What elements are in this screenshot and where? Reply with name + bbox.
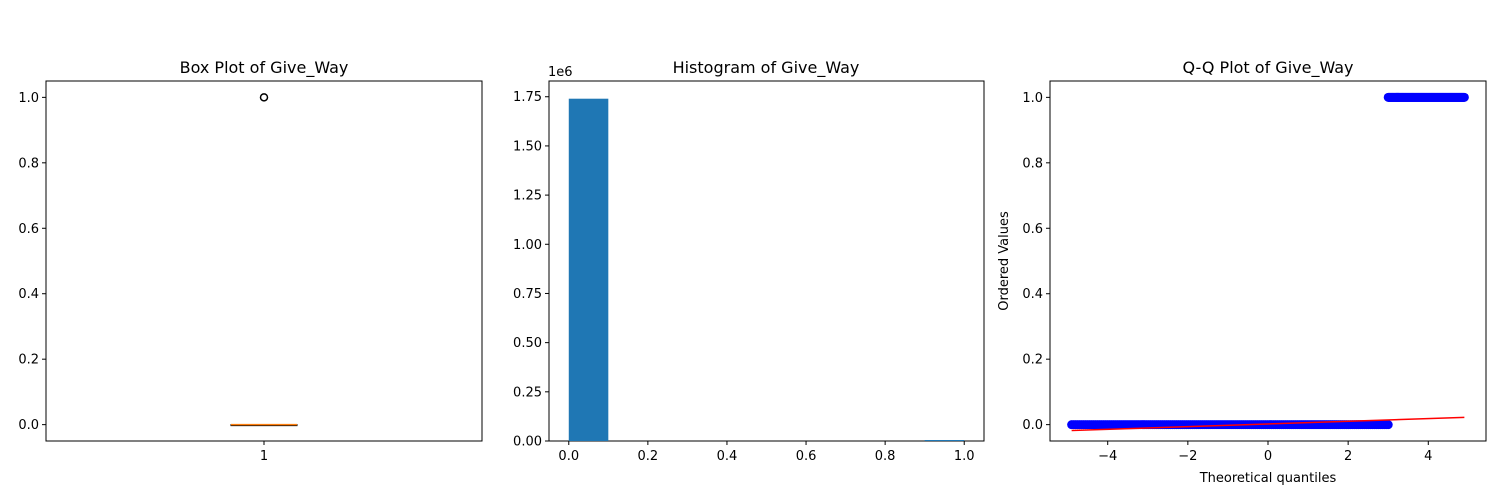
y-tick-label: 1.75 <box>513 90 542 105</box>
y-tick-label: 1.25 <box>513 189 542 204</box>
histogram-bars <box>568 98 965 441</box>
box-plot-marks <box>230 93 298 427</box>
x-tick-label: 1 <box>260 449 268 464</box>
x-tick-label: −2 <box>1178 449 1197 464</box>
histogram-panel: Histogram of Give_Way 1e6 0.000.250.500.… <box>513 58 985 464</box>
qq-plot-y-label: Ordered Values <box>997 211 1012 311</box>
y-tick-label: 0.6 <box>1022 222 1043 237</box>
histogram-offset-text: 1e6 <box>548 65 573 80</box>
y-tick-label: 0.2 <box>1022 353 1043 368</box>
y-tick-label: 0.00 <box>513 435 542 450</box>
x-tick-label: 0.2 <box>638 449 659 464</box>
y-tick-label: 0.75 <box>513 287 542 302</box>
y-tick-label: 0.0 <box>18 418 39 433</box>
y-tick-label: 0.2 <box>18 353 39 368</box>
y-tick-label: 1.00 <box>513 238 542 253</box>
x-tick-label: 0.8 <box>875 449 896 464</box>
box-plot-title: Box Plot of Give_Way <box>180 58 349 78</box>
y-tick-label: 1.0 <box>1022 91 1043 106</box>
box-plot-y-ticks: 0.0 0.2 0.4 0.6 0.8 1.0 <box>18 91 46 433</box>
x-tick-label: 0.4 <box>717 449 738 464</box>
qq-point <box>1383 420 1393 430</box>
y-tick-label: 0.6 <box>18 222 39 237</box>
histogram-title: Histogram of Give_Way <box>673 58 860 78</box>
box-plot-x-ticks: 1 <box>260 441 268 464</box>
qq-plot-marks <box>1067 92 1469 432</box>
x-tick-label: 2 <box>1344 449 1352 464</box>
histogram-x-ticks: 0.0 0.2 0.4 0.6 0.8 1.0 <box>558 441 975 464</box>
y-tick-label: 1.50 <box>513 139 542 154</box>
x-tick-label: 0.6 <box>796 449 817 464</box>
y-tick-label: 0.4 <box>18 287 39 302</box>
histogram-y-ticks: 0.00 0.25 0.50 0.75 1.00 1.25 1.50 1.75 <box>513 90 549 450</box>
y-tick-label: 0.25 <box>513 385 542 400</box>
y-tick-label: 0.50 <box>513 336 542 351</box>
y-tick-label: 0.8 <box>1022 156 1043 171</box>
histogram-bar <box>568 98 609 441</box>
y-tick-label: 0.8 <box>18 156 39 171</box>
box-outlier-point <box>259 93 269 102</box>
x-tick-label: −4 <box>1098 449 1117 464</box>
x-tick-label: 0.0 <box>558 449 579 464</box>
histogram-bar <box>924 440 965 441</box>
x-tick-label: 4 <box>1424 449 1432 464</box>
x-tick-label: 1.0 <box>954 449 975 464</box>
y-tick-label: 0.0 <box>1022 418 1043 433</box>
y-tick-label: 1.0 <box>18 91 39 106</box>
qq-plot-y-ticks: 0.0 0.2 0.4 0.6 0.8 1.0 <box>1022 91 1050 433</box>
y-tick-label: 0.4 <box>1022 287 1043 302</box>
qq-point <box>1459 92 1469 102</box>
qq-plot-x-ticks: −4 −2 0 2 4 <box>1098 441 1432 464</box>
qq-fit-line <box>1071 416 1465 432</box>
qq-plot-title: Q-Q Plot of Give_Way <box>1182 58 1353 78</box>
x-tick-label: 0 <box>1264 449 1272 464</box>
qq-plot-x-label: Theoretical quantiles <box>1199 471 1337 486</box>
qq-plot-axes-frame <box>1049 80 1487 442</box>
qq-plot-panel: Q-Q Plot of Give_Way 0.00.20.40.60.81.0 … <box>997 58 1487 486</box>
box-plot-panel: Box Plot of Give_Way 0.00.20.40.60.81.0 … <box>18 58 483 464</box>
histogram-axes-frame <box>548 80 985 442</box>
box-plot-axes-frame <box>45 80 483 442</box>
